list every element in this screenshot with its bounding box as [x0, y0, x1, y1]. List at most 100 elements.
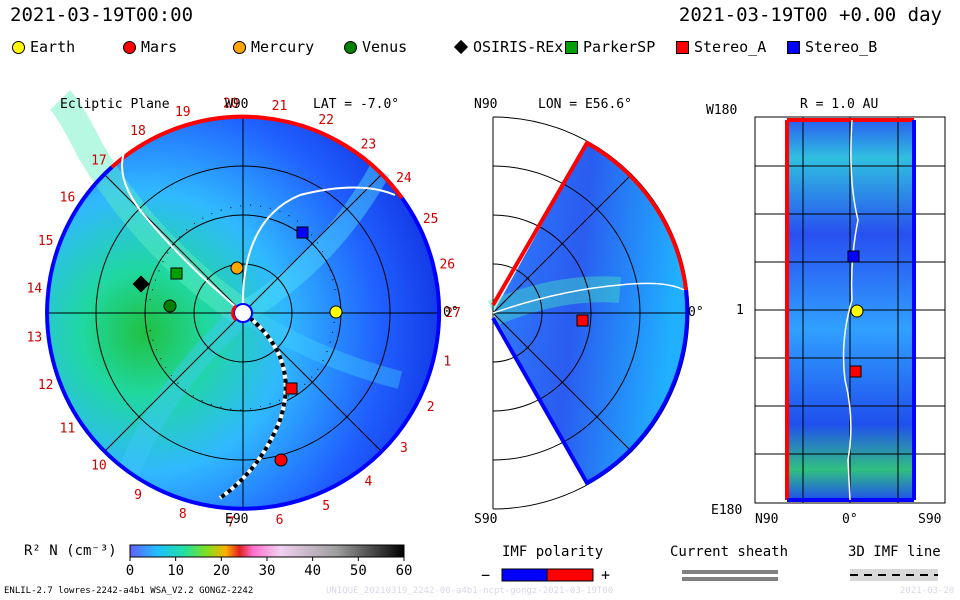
zero-deg-label: 0° — [688, 305, 704, 320]
ecliptic-plane-title: Ecliptic Plane — [60, 97, 170, 112]
meridional-panel — [487, 116, 690, 510]
imf-polarity-positive-swatch — [546, 568, 594, 582]
parker-marker-icon — [170, 267, 183, 280]
current-sheet-line — [492, 282, 685, 314]
legend-stereo-b: Stereo_B — [787, 38, 877, 56]
carrington-label: 3 — [400, 441, 408, 456]
density-colorbar — [129, 544, 405, 558]
current-sheet-line — [121, 139, 244, 314]
current-sheath-title: Current sheath — [670, 544, 789, 560]
colorbar-tick-label: 30 — [258, 563, 276, 579]
carrington-label: 9 — [134, 488, 142, 503]
x-tick-label: N90 — [755, 512, 779, 527]
legend-label: ParkerSP — [583, 38, 656, 56]
earth-marker-icon — [850, 304, 864, 318]
mercury-marker-icon — [233, 40, 246, 54]
imf-line-earth-dashed — [218, 316, 288, 500]
legend-venus: Venus — [344, 38, 407, 56]
current-sheath-line — [682, 577, 778, 581]
stereo-b-marker-icon — [847, 250, 860, 263]
run-id-footer: UNIQUE_20210319_2242-00-a4b1-ncpt-gongz-… — [326, 586, 614, 596]
carrington-label: 16 — [60, 191, 76, 206]
lat-label: LAT = -7.0° — [313, 97, 400, 112]
carrington-label: 19 — [175, 105, 191, 120]
axis-mid-label: 1 — [736, 303, 744, 318]
r-label: R = 1.0 AU — [800, 97, 879, 112]
imf-plus-label: + — [601, 566, 611, 584]
longitude-panel — [754, 116, 946, 504]
venus-marker-icon — [163, 299, 177, 313]
date-title-left: 2021-03-19T00:00 — [10, 4, 194, 26]
carrington-label: 22 — [318, 113, 334, 128]
imf-line-title: 3D IMF line — [848, 544, 941, 560]
density-spiral-arm — [237, 164, 390, 323]
date-title-right: 2021-03-19T00 +0.00 day — [678, 4, 942, 26]
carrington-label: 6 — [276, 513, 284, 528]
legend-label: Mars — [141, 38, 178, 56]
colorbar-tick-label: 20 — [212, 563, 230, 579]
stereo-b-marker-icon — [296, 226, 309, 239]
carrington-label: 8 — [179, 507, 187, 522]
stereo-b-marker-icon — [787, 40, 800, 54]
legend-osiris: OSIRIS-REx — [453, 38, 564, 56]
carrington-label: 2 — [427, 400, 435, 415]
carrington-label: 23 — [361, 138, 377, 153]
legend-label: Earth — [30, 38, 76, 56]
carrington-label: 17 — [91, 153, 107, 168]
colorbar-label: R² N (cm⁻³) — [24, 543, 117, 559]
current-sheet-line — [842, 119, 859, 501]
legend-earth: Earth — [12, 38, 75, 56]
e180-label: E180 — [711, 503, 743, 518]
zero-deg-label: 0° — [443, 305, 459, 320]
density-band — [487, 276, 622, 326]
lon-label: LON = E56.6° — [538, 97, 632, 112]
mars-marker-icon — [123, 40, 136, 54]
imf-minus-label: − — [481, 566, 491, 584]
sun-marker-icon — [233, 303, 253, 323]
w180-label: W180 — [706, 103, 738, 118]
imf-polarity-arc-positive — [491, 140, 688, 307]
carrington-label: 5 — [322, 499, 330, 514]
imf-polarity-negative-swatch — [501, 568, 548, 582]
carrington-label: 18 — [130, 124, 146, 139]
stereo-a-marker-icon — [849, 365, 862, 378]
model-info-footer: ENLIL-2.7 lowres-2242-a4b1 WSA_V2.2 GONG… — [4, 586, 254, 596]
legend-mars: Mars — [123, 38, 177, 56]
parker-marker-icon — [565, 40, 578, 54]
imf-polarity-arc-negative — [45, 165, 442, 511]
colorbar-ticks — [129, 557, 405, 561]
earth-marker-icon — [329, 305, 343, 319]
carrington-label: 27 — [445, 306, 461, 321]
mercury-marker-icon — [230, 261, 244, 275]
osiris-rex-marker-icon — [132, 275, 150, 293]
x-tick-label: 0° — [842, 512, 858, 527]
venus-marker-icon — [344, 40, 357, 54]
colorbar-tick-label: 50 — [349, 563, 367, 579]
legend-label: Stereo_A — [694, 38, 767, 56]
carrington-label: 25 — [423, 212, 439, 227]
density-spiral-arm — [49, 90, 251, 325]
s90-label: S90 — [474, 512, 498, 527]
carrington-label: 15 — [38, 234, 54, 249]
carrington-label: 24 — [396, 171, 412, 186]
legend-label: OSIRIS-REx — [473, 38, 564, 56]
imf-polarity-arc-negative — [491, 289, 690, 486]
x-tick-label: S90 — [918, 512, 942, 527]
carrington-label: 14 — [27, 282, 43, 297]
legend-mercury: Mercury — [233, 38, 314, 56]
date-footer: 2021-03-20 — [900, 586, 955, 596]
carrington-label: 13 — [27, 330, 43, 345]
stereo-a-marker-icon — [576, 314, 589, 327]
legend-label: Mercury — [251, 38, 315, 56]
earth-marker-icon — [12, 40, 25, 54]
legend-stereo-a: Stereo_A — [676, 38, 766, 56]
sun-polarity-icon — [231, 304, 238, 322]
colorbar-tick-label: 60 — [395, 563, 413, 579]
carrington-label: 20 — [223, 96, 239, 111]
carrington-label: 4 — [364, 474, 372, 489]
legend-label: Venus — [362, 38, 408, 56]
mars-marker-icon — [274, 453, 288, 467]
